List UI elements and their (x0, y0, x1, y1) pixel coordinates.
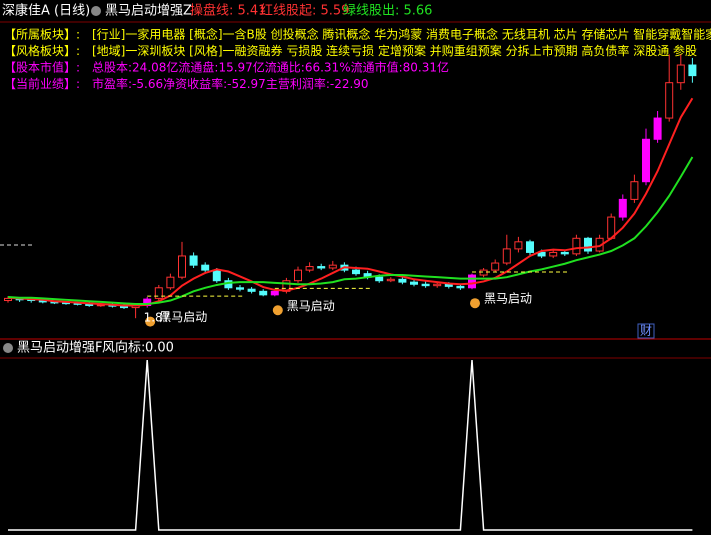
candle-body (178, 255, 186, 278)
candle-body (537, 251, 546, 257)
info-label: 【所属板块】: (4, 28, 80, 42)
candle-body (491, 262, 500, 271)
signal-label: 黑马启动 (159, 310, 207, 324)
candle-body (212, 269, 221, 282)
info-text: [地域]一深圳板块 [风格]一融资融券 亏损股 连续亏损 定增预案 并购重组预案… (92, 43, 697, 58)
candle-body (618, 198, 627, 218)
candle-body (352, 269, 360, 275)
candle-body (642, 138, 650, 183)
info-text: 市盈率:-5.66净资收益率:-52.97主营利润率:-22.90 (92, 76, 369, 91)
candle-body (665, 82, 674, 119)
candle-body (247, 288, 256, 292)
candle-body (549, 251, 558, 257)
ma-line (7, 97, 694, 307)
candle-body (305, 266, 314, 271)
signal-label: 黑马启动 (484, 292, 532, 306)
collapse-icon[interactable] (91, 6, 101, 16)
ma-line (7, 156, 694, 306)
collapse-icon[interactable] (3, 343, 13, 353)
candle-body (259, 290, 268, 296)
info-label: 【当前业绩】: (4, 76, 80, 91)
candle-body (189, 255, 198, 266)
badge-box (637, 323, 655, 339)
candle-body (688, 64, 697, 77)
indicator-value: 操盘线: 5.41 (190, 3, 266, 19)
candle-body (410, 281, 418, 285)
candle-body (154, 287, 163, 299)
lower-title: 黑马启动增强F (17, 341, 102, 356)
candle-body (386, 278, 395, 282)
candle-body (201, 264, 210, 271)
candle-body (317, 266, 326, 269)
candle-body (398, 278, 407, 283)
candle-body (584, 237, 592, 252)
candle-body (421, 283, 430, 287)
candle-body (560, 251, 569, 255)
candle-body (468, 274, 476, 289)
candle-body (630, 181, 639, 200)
signal-label: 黑马启动 (287, 299, 335, 313)
candle-body (375, 276, 384, 282)
info-label: 【股本市值】: (4, 60, 80, 75)
indicator-value: 红线股起: 5.59 (260, 3, 349, 19)
info-label: 【风格板块】: (4, 43, 80, 58)
candle-body (653, 117, 662, 140)
low-label: 1.87 (144, 311, 171, 325)
info-text: [行业]一家用电器 [概念]一含B股 创投概念 腾讯概念 华为鸿蒙 消费电子概念… (92, 27, 711, 42)
lower-value: 0.00 (145, 341, 174, 356)
candle-body (572, 237, 581, 255)
candle-body (433, 283, 442, 287)
candle-body (236, 287, 244, 290)
candle-body (328, 264, 337, 269)
stock-name: 深康佳A (日线) (2, 3, 90, 19)
candle-body (294, 269, 302, 282)
candle-body (526, 241, 534, 253)
info-text: 总股本:24.08亿流通盘:15.97亿流通比:66.31%流通市值:80.31… (92, 60, 449, 75)
lower-name: 风向标: (102, 340, 145, 356)
indicator-line (8, 359, 693, 531)
signal-icon (470, 298, 480, 309)
candle-body (676, 64, 685, 84)
indicator-name: 黑马启动增强Z (105, 4, 192, 19)
signal-icon (272, 305, 283, 316)
candle-body (270, 290, 279, 296)
candle-body (166, 276, 175, 289)
candle-body (514, 241, 523, 250)
badge: 财 (640, 324, 652, 338)
indicator-value: 绿线股出: 5.66 (343, 4, 432, 19)
candle-body (502, 248, 511, 264)
candle-body (456, 285, 465, 289)
candle-body (479, 269, 488, 276)
signal-icon (145, 316, 156, 327)
